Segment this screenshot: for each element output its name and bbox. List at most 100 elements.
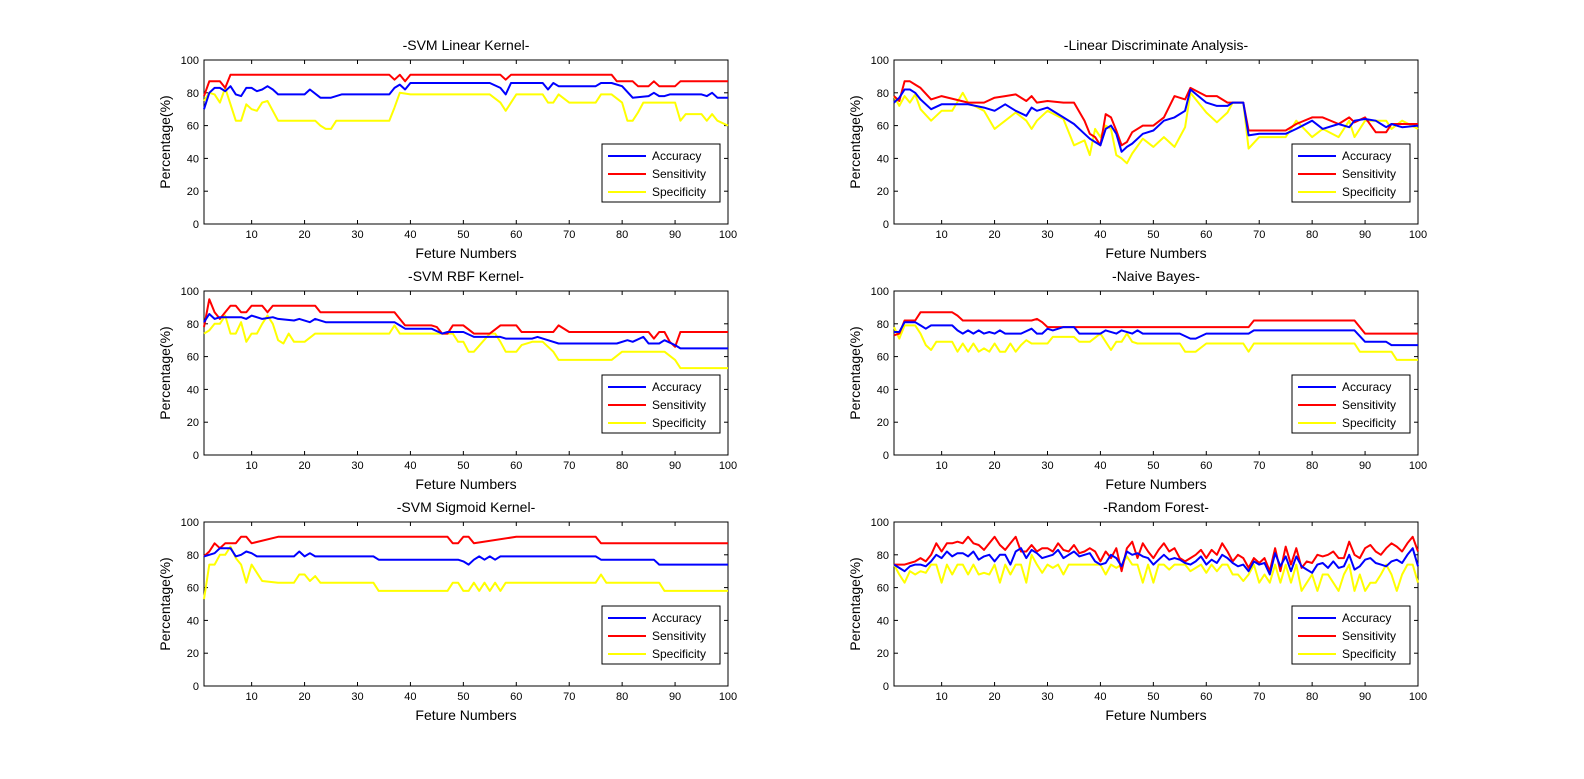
series-line-specificity bbox=[203, 545, 728, 600]
y-axis-label: Percentage(%) bbox=[847, 326, 863, 419]
x-tick-label: 70 bbox=[563, 460, 575, 472]
y-tick-label: 80 bbox=[187, 88, 199, 100]
series-line-accuracy bbox=[893, 547, 1419, 576]
legend-label-accuracy: Accuracy bbox=[652, 149, 701, 163]
x-axis-label: Feture Numbers bbox=[1105, 476, 1206, 492]
series-line-specificity bbox=[203, 86, 729, 130]
y-tick-label: 100 bbox=[871, 517, 889, 529]
series-line-specificity bbox=[893, 553, 1419, 592]
x-tick-label: 10 bbox=[936, 460, 948, 472]
y-tick-label: 20 bbox=[187, 648, 199, 660]
chart-naive-bayes: 0 20 40 60 80 100 10 20 30 40 50 60 70 80 90 100 -Naive … bbox=[847, 268, 1427, 492]
legend-label-specificity: Specificity bbox=[652, 185, 706, 199]
x-axis-label: Feture Numbers bbox=[415, 707, 516, 723]
y-tick-label: 40 bbox=[187, 384, 199, 396]
x-tick-label: 90 bbox=[1359, 691, 1371, 703]
series-line-accuracy bbox=[203, 82, 728, 110]
y-axis-label: Percentage(%) bbox=[847, 557, 863, 650]
x-tick-label: 60 bbox=[1200, 691, 1212, 703]
chart-title: -Naive Bayes- bbox=[1112, 268, 1200, 284]
y-tick-label: 40 bbox=[877, 615, 889, 627]
y-tick-label: 60 bbox=[877, 352, 889, 364]
legend-label-accuracy: Accuracy bbox=[652, 611, 701, 625]
y-tick-label: 60 bbox=[877, 583, 889, 595]
y-tick-label: 40 bbox=[877, 384, 889, 396]
x-tick-label: 60 bbox=[510, 460, 522, 472]
x-tick-label: 40 bbox=[404, 691, 416, 703]
x-tick-label: 10 bbox=[246, 229, 258, 241]
y-tick-label: 80 bbox=[877, 319, 889, 331]
series-line-specificity bbox=[893, 91, 1419, 165]
x-tick-label: 30 bbox=[351, 460, 363, 472]
x-tick-label: 80 bbox=[1306, 460, 1318, 472]
x-tick-label: 30 bbox=[351, 691, 363, 703]
series-line-accuracy bbox=[894, 321, 1418, 347]
chart-title: -SVM Linear Kernel- bbox=[403, 37, 530, 53]
x-tick-label: 10 bbox=[246, 460, 258, 472]
x-axis-label: Feture Numbers bbox=[415, 245, 516, 261]
x-tick-label: 90 bbox=[1359, 229, 1371, 241]
x-tick-label: 80 bbox=[1306, 229, 1318, 241]
x-tick-label: 40 bbox=[1094, 460, 1106, 472]
x-tick-label: 80 bbox=[616, 460, 628, 472]
x-tick-label: 70 bbox=[1253, 229, 1265, 241]
y-tick-label: 60 bbox=[187, 583, 199, 595]
legend-label-accuracy: Accuracy bbox=[1342, 380, 1391, 394]
y-tick-label: 40 bbox=[877, 153, 889, 165]
y-tick-label: 60 bbox=[877, 121, 889, 133]
y-tick-label: 0 bbox=[883, 219, 889, 231]
x-tick-label: 80 bbox=[1306, 691, 1318, 703]
y-tick-label: 100 bbox=[871, 286, 889, 298]
y-tick-label: 20 bbox=[877, 648, 889, 660]
x-tick-label: 50 bbox=[1147, 460, 1159, 472]
legend-label-sensitivity: Sensitivity bbox=[1342, 167, 1396, 181]
x-tick-label: 10 bbox=[936, 691, 948, 703]
chart-title: -SVM RBF Kernel- bbox=[408, 268, 524, 284]
y-tick-label: 100 bbox=[871, 55, 889, 67]
y-tick-label: 80 bbox=[877, 88, 889, 100]
y-tick-label: 0 bbox=[193, 681, 199, 693]
x-tick-label: 50 bbox=[457, 229, 469, 241]
legend-label-specificity: Specificity bbox=[1342, 647, 1396, 661]
x-axis-label: Feture Numbers bbox=[415, 476, 516, 492]
legend-label-accuracy: Accuracy bbox=[1342, 611, 1391, 625]
y-tick-label: 80 bbox=[187, 319, 199, 331]
x-tick-label: 60 bbox=[510, 229, 522, 241]
y-tick-label: 100 bbox=[181, 55, 199, 67]
y-axis-label: Percentage(%) bbox=[157, 557, 173, 650]
chart-random-forest: 0 20 40 60 80 100 10 20 30 40 50 60 70 80 90 100 -Random… bbox=[847, 499, 1427, 723]
chart-title: -Random Forest- bbox=[1103, 499, 1209, 515]
series-line-specificity bbox=[203, 314, 728, 370]
y-axis-label: Percentage(%) bbox=[157, 326, 173, 419]
x-tick-label: 90 bbox=[669, 229, 681, 241]
x-tick-label: 90 bbox=[1359, 460, 1371, 472]
x-tick-label: 60 bbox=[510, 691, 522, 703]
y-tick-label: 40 bbox=[187, 153, 199, 165]
legend: Accuracy Sensitivity Specificity bbox=[601, 605, 721, 665]
legend: Accuracy Sensitivity Specificity bbox=[1291, 605, 1411, 665]
x-tick-label: 20 bbox=[298, 460, 310, 472]
legend: Accuracy Sensitivity Specificity bbox=[1291, 374, 1411, 434]
x-tick-label: 80 bbox=[616, 229, 628, 241]
legend: Accuracy Sensitivity Specificity bbox=[1291, 143, 1411, 203]
x-tick-label: 80 bbox=[616, 691, 628, 703]
x-tick-label: 90 bbox=[669, 691, 681, 703]
x-tick-label: 20 bbox=[298, 691, 310, 703]
legend: Accuracy Sensitivity Specificity bbox=[601, 143, 721, 203]
x-tick-label: 90 bbox=[669, 460, 681, 472]
y-tick-label: 80 bbox=[187, 550, 199, 562]
x-tick-label: 100 bbox=[1409, 229, 1427, 241]
x-tick-label: 60 bbox=[1200, 229, 1212, 241]
series-line-sensitivity bbox=[893, 80, 1418, 147]
y-tick-label: 20 bbox=[877, 417, 889, 429]
x-tick-label: 70 bbox=[563, 229, 575, 241]
y-axis-label: Percentage(%) bbox=[157, 95, 173, 188]
x-tick-label: 50 bbox=[457, 460, 469, 472]
y-tick-label: 0 bbox=[883, 681, 889, 693]
y-tick-label: 100 bbox=[181, 286, 199, 298]
x-tick-label: 100 bbox=[719, 229, 737, 241]
legend-label-sensitivity: Sensitivity bbox=[1342, 629, 1396, 643]
series-line-accuracy bbox=[893, 88, 1419, 153]
x-tick-label: 20 bbox=[988, 691, 1000, 703]
legend-label-specificity: Specificity bbox=[1342, 185, 1396, 199]
